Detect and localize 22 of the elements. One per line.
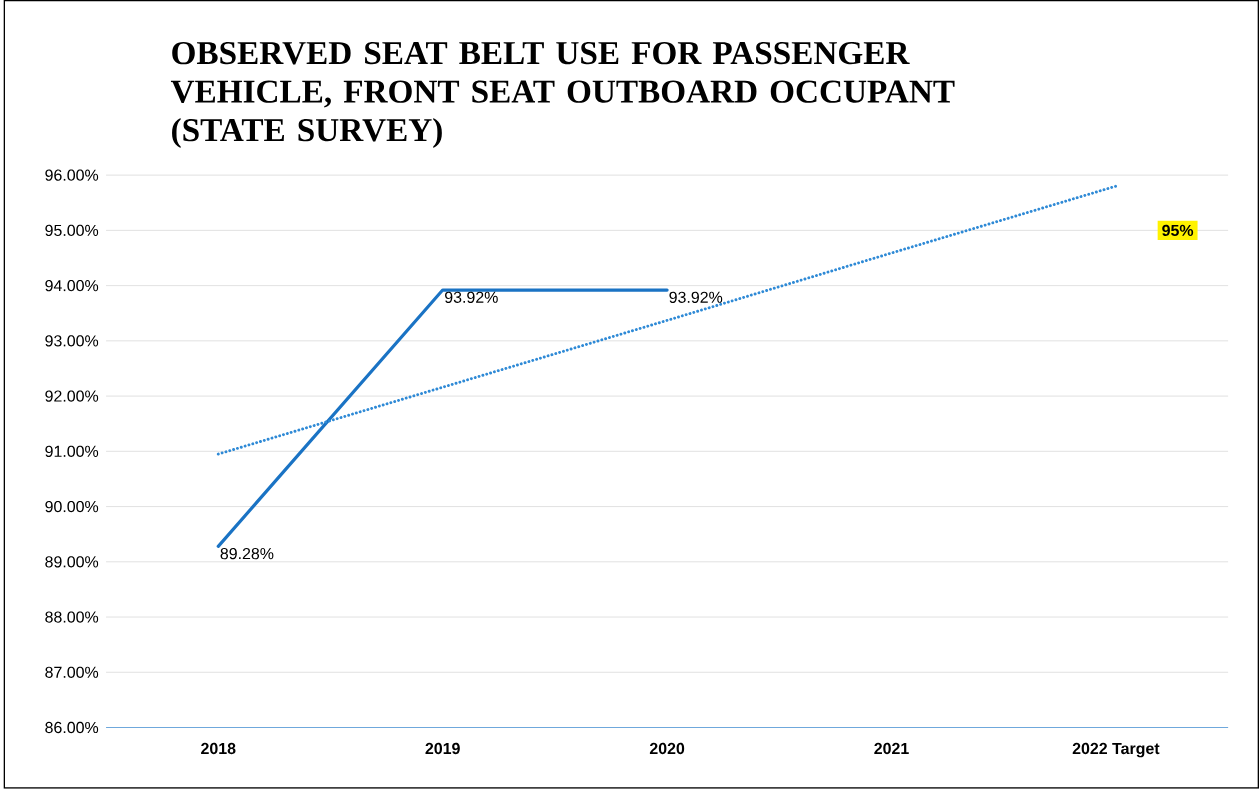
chart-title: OBSERVED SEAT BELT USE FOR PASSENGER VEHICLE, FRONT SEAT OUTBOARD OCCUPANT (STATE SURVEY)	[170, 42, 955, 149]
y-tick-label: 92.00%	[45, 390, 99, 402]
data-label: 93.92%	[669, 291, 723, 304]
y-tick-label: 86.00%	[45, 722, 99, 734]
data-label: 89.28%	[220, 548, 274, 560]
y-tick-label: 88.00%	[45, 611, 99, 623]
y-tick-label: 90.00%	[45, 501, 99, 513]
y-tick-label: 91.00%	[45, 445, 99, 458]
data-label: 93.92%	[445, 291, 498, 304]
x-tick-label: 2020	[649, 743, 685, 755]
y-tick-label: 87.00%	[45, 666, 99, 679]
y-tick-label: 89.00%	[45, 556, 99, 568]
x-tick-label: 2018	[201, 743, 236, 755]
line-series	[216, 184, 1118, 456]
annotation: 95%	[1162, 224, 1194, 237]
y-tick-label: 95.00%	[45, 224, 99, 237]
x-tick-label: 2021	[874, 743, 909, 755]
x-tick-label: 2022 Target	[1072, 743, 1160, 758]
y-tick-label: 93.00%	[45, 335, 99, 347]
y-tick-label: 94.00%	[45, 280, 99, 292]
y-tick-label: 96.00%	[45, 169, 99, 181]
x-tick-label: 2019	[425, 743, 460, 755]
